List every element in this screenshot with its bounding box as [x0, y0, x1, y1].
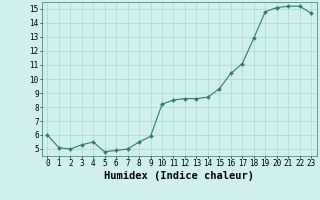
- X-axis label: Humidex (Indice chaleur): Humidex (Indice chaleur): [104, 171, 254, 181]
